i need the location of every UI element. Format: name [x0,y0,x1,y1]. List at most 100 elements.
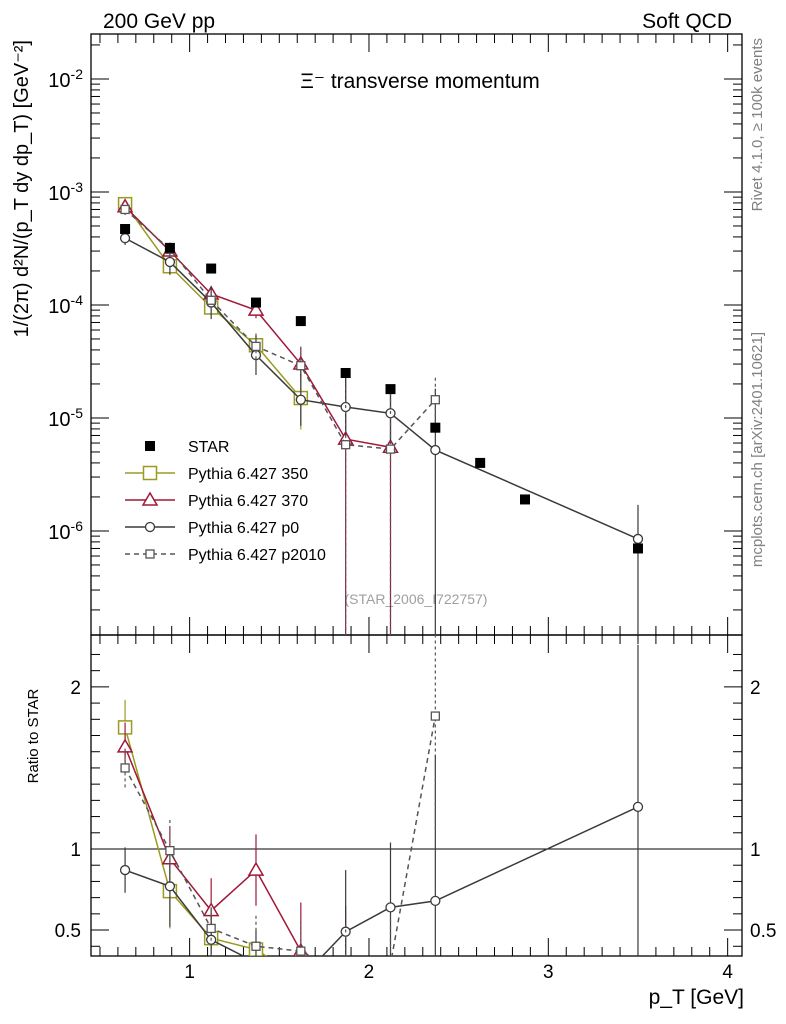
legend-marker-pythia-p0 [144,521,156,533]
marker-pythia-p2010-ratio [206,923,216,934]
legend-label-pythia-370: Pythia 6.427 370 [188,493,308,510]
legend: STAR Pythia 6.427 350 Pythia 6.427 370 Pyth… [125,439,326,564]
marker-pythia-p0 [164,256,176,268]
marker-pythia-p0 [295,394,306,405]
ratio-series-layer [116,635,644,992]
ratio-y-tick-label-right: 1 [750,840,761,861]
ratio-panel-frame [90,634,743,957]
series-pythia-370-ratio [116,722,353,992]
marker-pythia-p2010 [120,204,130,215]
legend-item-pythia-350: Pythia 6.427 350 [125,465,308,483]
marker-pythia-370-ratio [247,861,265,876]
legend-label-pythia-p0: Pythia 6.427 p0 [188,520,299,537]
analysis-tag: (STAR_2006_I722757) [345,591,488,607]
marker-star [475,457,486,468]
marker-star [385,384,396,395]
legend-marker-pythia-350 [142,465,158,481]
main-y-tick-label: 10-4 [48,292,83,318]
legend-marker-pythia-370 [141,491,159,506]
marker-pythia-370-ratio [116,738,134,753]
marker-pythia-p0-ratio [296,974,305,983]
mcplots-label: mcplots.cern.ch [arXiv:2401.10621] [749,332,766,567]
marker-pythia-p0-ratio [251,958,260,967]
marker-pythia-350-ratio [294,972,307,985]
marker-star [206,263,217,274]
x-axis-label: p_T [GeV] [649,986,744,1009]
main-panel-frame [90,33,743,636]
marker-pythia-p2010 [430,395,440,405]
marker-pythia-p2010-ratio [120,763,130,773]
ratio-y-tick-label-left: 2 [70,678,81,699]
legend-item-pythia-p0: Pythia 6.427 p0 [125,520,299,537]
ratio-y-tick-label-left: 0.5 [55,921,81,942]
marker-star [520,494,530,505]
main-series-layer [116,196,644,635]
marker-star [120,224,131,235]
marker-star [295,316,306,327]
marker-star [250,297,261,308]
marker-pythia-p0-ratio [632,801,644,812]
marker-star [430,422,441,433]
marker-pythia-p0-ratio [119,864,131,876]
ratio-y-tick-label-right: 0.5 [750,921,776,942]
marker-star [632,543,643,554]
marker-pythia-p2010-ratio [430,711,440,721]
series-pythia-p0-ratio [119,644,644,983]
line-pythia-p2010-ratio [124,715,437,956]
ratio-y-axis-label: Ratio to STAR [25,688,42,783]
line-pythia-p0-ratio [124,806,639,956]
marker-pythia-p0 [430,444,441,456]
legend-item-pythia-370: Pythia 6.427 370 [125,491,308,510]
legend-marker-star [145,441,155,451]
series-star [120,224,643,554]
marker-pythia-p0 [632,533,644,545]
marker-pythia-p2010-ratio [165,845,175,856]
ratio-y-tick-label-right: 2 [750,678,761,699]
series-pythia-p2010-ratio [120,635,440,978]
legend-item-star: STAR [145,439,229,456]
marker-pythia-p2010 [206,295,216,305]
series-pythia-350 [117,196,309,430]
x-tick-label: 1 [184,962,195,983]
marker-pythia-p2010 [385,444,396,454]
marker-pythia-p0 [119,233,131,244]
marker-pythia-p2010-ratio [386,960,394,968]
marker-pythia-p0-ratio [430,895,441,907]
marker-pythia-p0-ratio [164,881,176,892]
marker-star [340,367,351,378]
marker-pythia-p2010-ratio [342,970,350,978]
main-y-tick-label: 10-6 [48,518,83,544]
line-pythia-370 [124,206,391,449]
rivet-version-label: Rivet 4.1.0, ≥ 100k events [749,38,766,211]
series-pythia-p0 [119,231,644,635]
marker-pythia-p2010 [341,440,351,450]
main-y-tick-label: 10-3 [48,179,83,205]
ratio-y-tick-label-left: 1 [70,840,81,861]
legend-marker-pythia-p2010 [145,549,155,559]
marker-pythia-p2010-ratio [251,941,261,951]
ratio-axis-ticks: 1 2 3 4 0.5 0.5 1 1 2 2 [55,635,776,983]
marker-pythia-p0-ratio [385,902,396,913]
marker-pythia-370 [247,301,265,316]
marker-star [164,242,175,253]
x-tick-label: 3 [543,962,554,983]
marker-pythia-p2010 [251,341,261,352]
header-collision-label: 200 GeV pp [103,10,215,33]
line-pythia-370-ratio [124,746,309,956]
marker-pythia-370-ratio [339,980,353,992]
main-y-tick-label: 10-5 [48,405,83,431]
legend-label-star: STAR [188,439,229,456]
main-chart-title: Ξ⁻ transverse momentum [300,70,539,93]
marker-pythia-p2010 [296,361,306,371]
main-y-tick-label: 10-2 [48,66,83,92]
legend-item-pythia-p2010: Pythia 6.427 p2010 [125,547,326,564]
main-axis-ticks: 10-6 10-5 10-4 10-3 10-2 [48,34,742,635]
marker-pythia-p2010-ratio [296,946,306,956]
main-y-axis-label: 1/(2π) d²N/(p_T dy dp_T) [GeV⁻²] [11,40,33,337]
legend-label-pythia-350: Pythia 6.427 350 [188,466,308,483]
x-tick-label: 4 [722,962,733,983]
x-tick-label: 2 [364,962,375,983]
header-category-label: Soft QCD [642,10,732,33]
legend-label-pythia-p2010: Pythia 6.427 p2010 [188,547,326,564]
